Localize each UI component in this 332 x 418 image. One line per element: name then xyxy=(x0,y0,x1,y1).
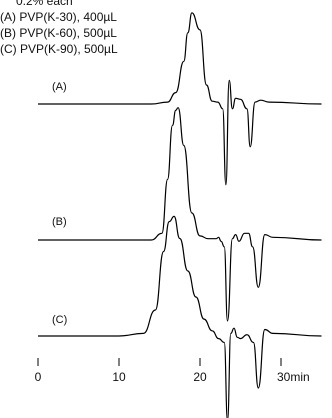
x-tick-label-30: 30min xyxy=(277,370,310,384)
legend-entry-a: (A) PVP(K-30), 400µL xyxy=(0,10,117,24)
x-tick-label-0: 0 xyxy=(35,370,42,384)
trace-a xyxy=(37,12,322,186)
trace-label-a: (A) xyxy=(52,81,67,93)
time-axis: 0 10 20 30min xyxy=(35,358,310,384)
trace-b xyxy=(38,107,322,322)
x-tick-label-10: 10 xyxy=(112,370,126,384)
legend-header: 0.2% each xyxy=(16,0,73,8)
legend-entry-b: (B) PVP(K-60), 500µL xyxy=(0,26,117,40)
trace-label-b: (B) xyxy=(52,216,67,228)
x-tick-label-20: 20 xyxy=(193,370,207,384)
trace-c xyxy=(38,215,322,418)
traces-group: (A) (B) (C) xyxy=(37,12,322,418)
legend-entry-c: (C) PVP(K-90), 500µL xyxy=(0,42,118,56)
trace-label-c: (C) xyxy=(52,314,67,326)
